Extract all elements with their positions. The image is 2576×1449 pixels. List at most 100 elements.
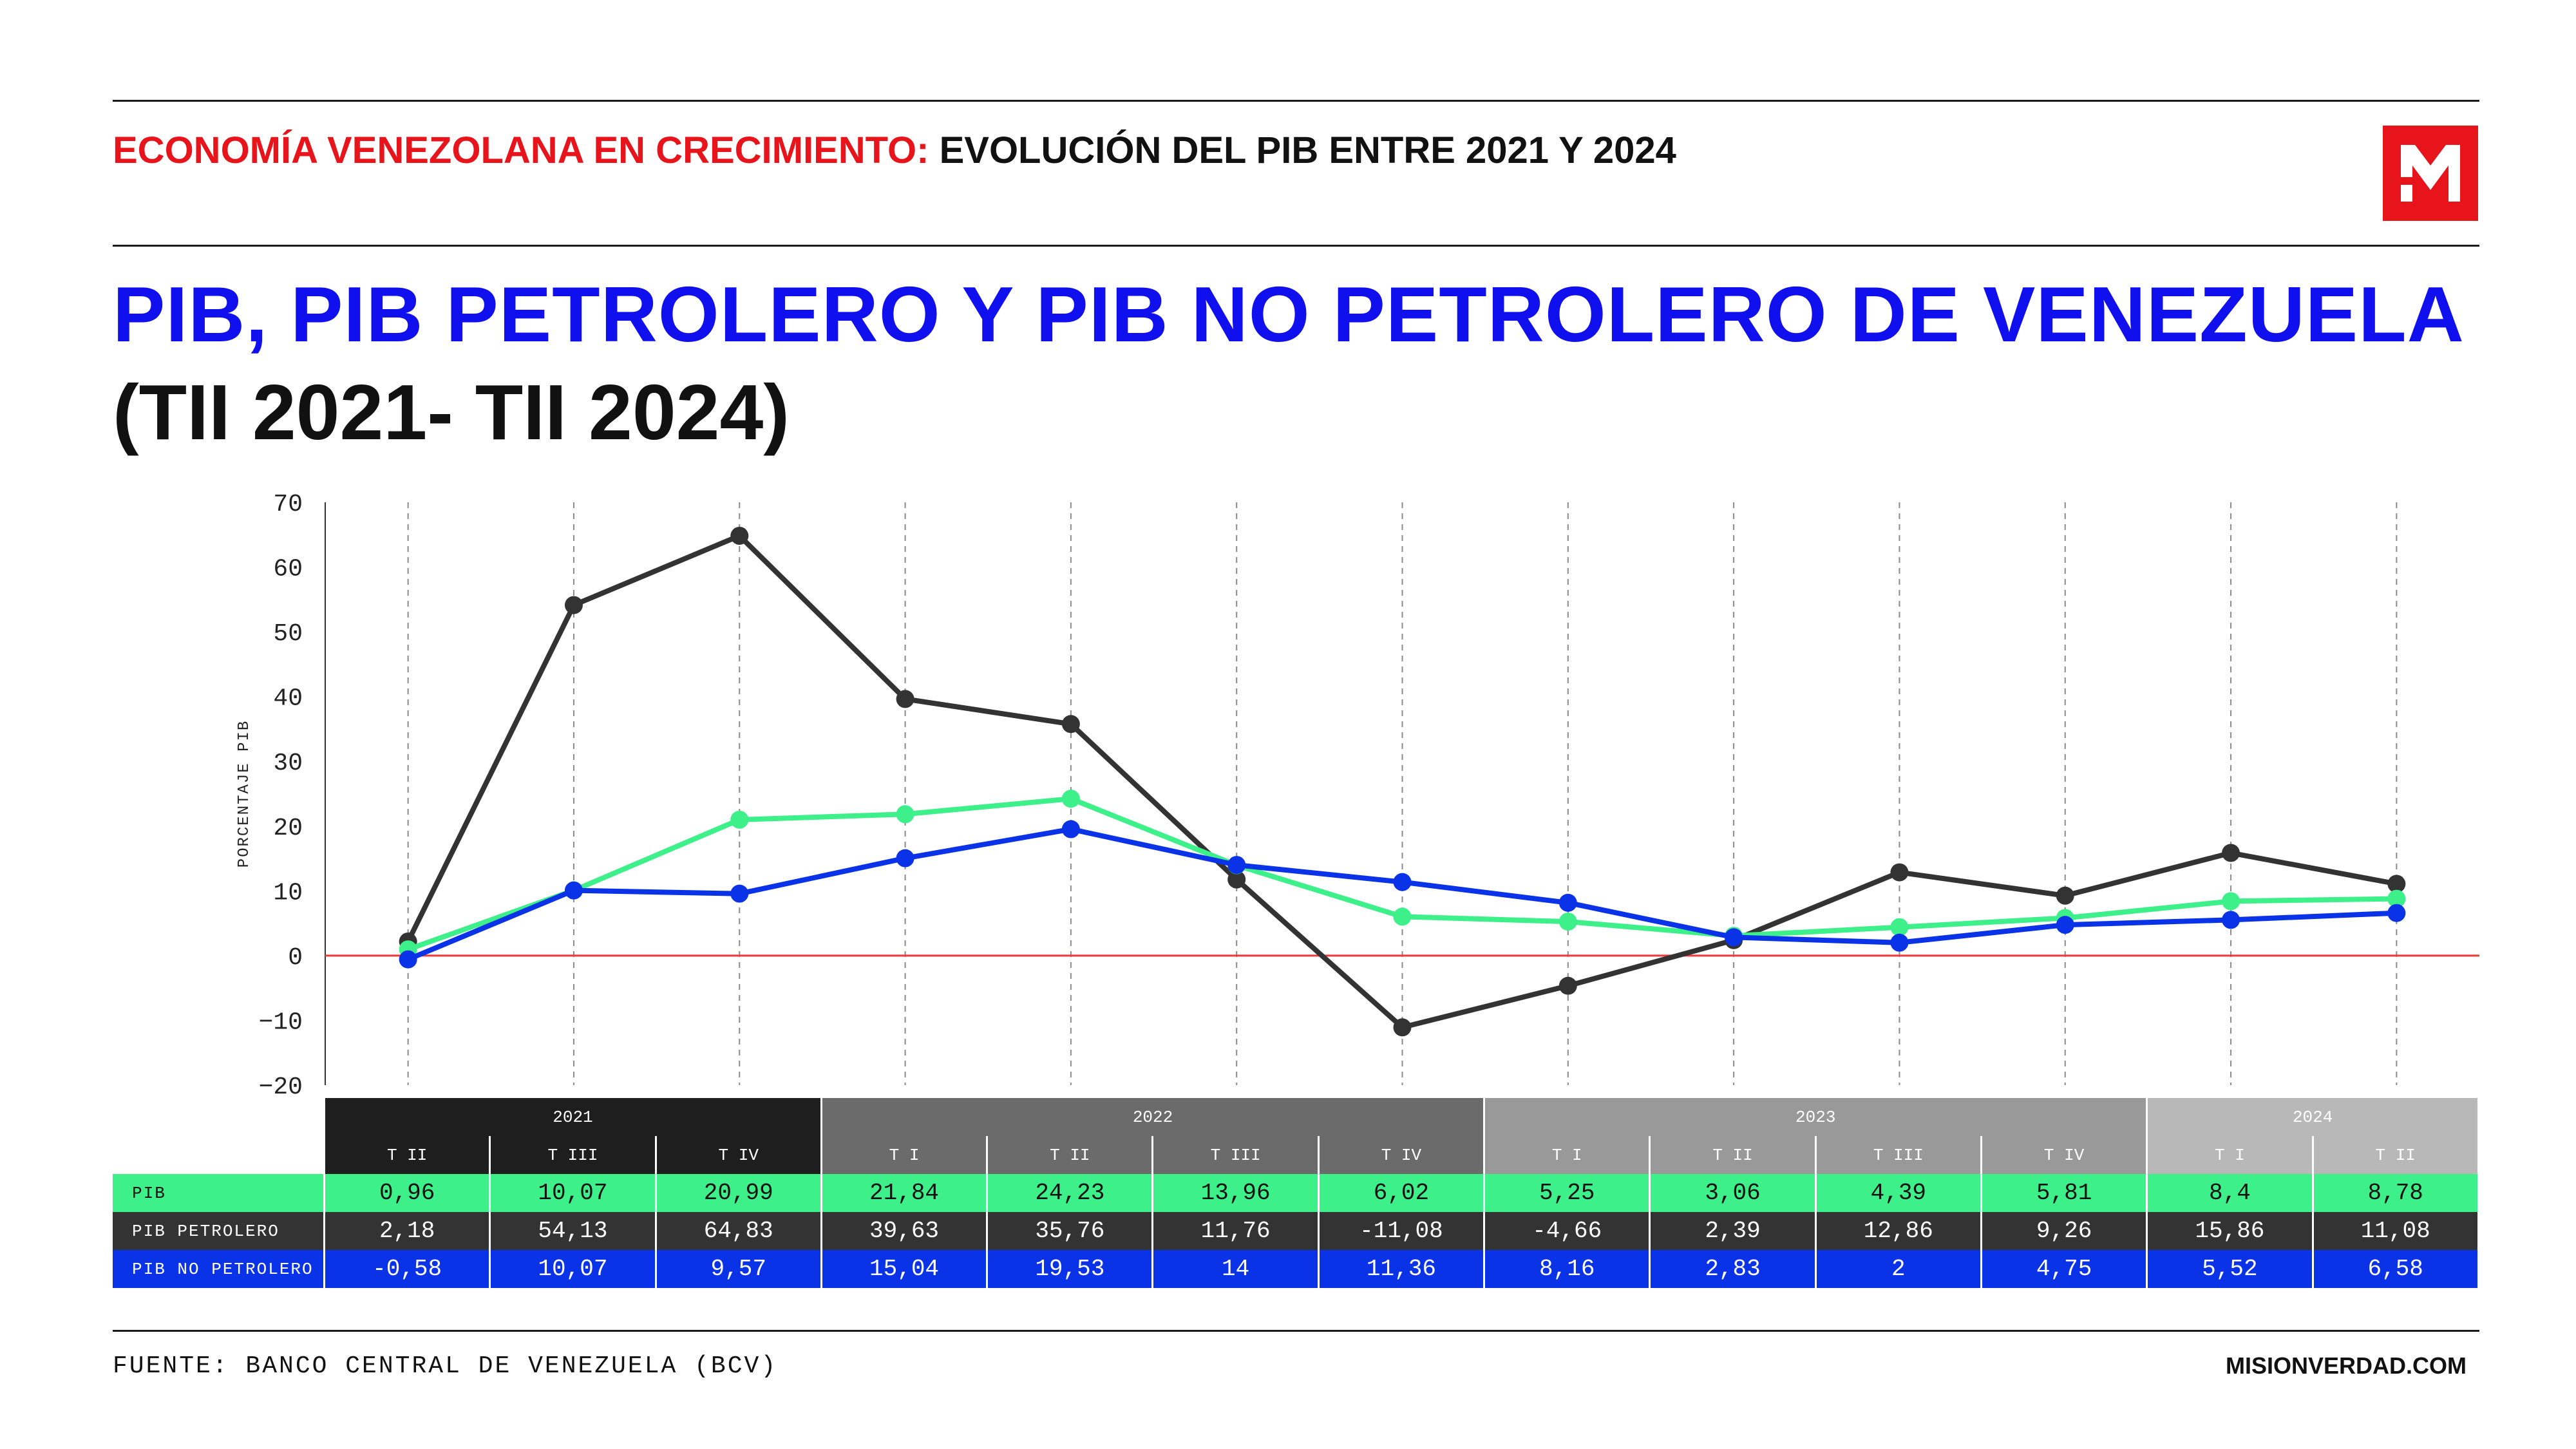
table-cell: 15,86	[2148, 1212, 2314, 1250]
data-point-pib-no-petrolero	[2387, 904, 2406, 922]
data-point-pib-petrolero	[1227, 870, 1246, 889]
data-point-pib-petrolero	[1061, 715, 1080, 734]
table-cell: -0,58	[325, 1250, 491, 1288]
y-tick-label: −10	[259, 1009, 303, 1036]
brand-logo-icon	[2401, 145, 2460, 202]
kicker-highlight: ECONOMÍA VENEZOLANA EN CRECIMIENTO:	[113, 129, 929, 171]
kicker-rest: EVOLUCIÓN DEL PIB ENTRE 2021 Y 2024	[929, 129, 1676, 171]
table-cell: 8,78	[2313, 1174, 2479, 1212]
table-cell: 11,08	[2313, 1212, 2479, 1250]
quarter-header: T IV	[656, 1136, 822, 1174]
table-cell: -4,66	[1485, 1212, 1651, 1250]
table-cell: -11,08	[1319, 1212, 1486, 1250]
y-axis-title: PORCENTAJE PIB	[236, 720, 253, 868]
table-cell: 12,86	[1816, 1212, 1982, 1250]
year-header-2023: 2023	[1485, 1098, 2148, 1136]
table-cell: 2,83	[1651, 1250, 1817, 1288]
data-point-pib-no-petrolero	[896, 849, 914, 867]
table-cell: 35,76	[988, 1212, 1154, 1250]
quarter-header: T IV	[1982, 1136, 2148, 1174]
table-row-pib-no-petrolero: PIB NO PETROLERO -0,58 10,07 9,57 15,04 19,53…	[113, 1250, 2479, 1288]
y-tick-label: 0	[288, 944, 303, 972]
data-point-pib-no-petrolero	[1393, 873, 1412, 891]
data-point-pib-no-petrolero	[1227, 856, 1246, 875]
quarter-header: T III	[1816, 1136, 1982, 1174]
row-label-pib-no-petrolero: PIB NO PETROLERO	[113, 1250, 325, 1288]
quarter-header: T II	[2313, 1136, 2479, 1174]
year-header-2021: 2021	[325, 1098, 822, 1136]
table-cell: 21,84	[822, 1174, 989, 1212]
brand-logo	[2383, 126, 2478, 221]
data-point-pib-petrolero	[896, 690, 914, 708]
chart-title: PIB, PIB PETROLERO Y PIB NO PETROLERO DE…	[113, 270, 2465, 358]
table-cell: 2,18	[325, 1212, 491, 1250]
year-header-row: 2021 2022 2023 2024	[113, 1098, 2479, 1136]
source-note: FUENTE: BANCO CENTRAL DE VENEZUELA (BCV)	[113, 1352, 778, 1380]
header-rule	[113, 245, 2479, 247]
data-point-pib	[1061, 790, 1080, 808]
data-point-pib-petrolero	[1558, 976, 1577, 995]
table-cell: 6,02	[1319, 1174, 1486, 1212]
table-row-pib-petrolero: PIB PETROLERO 2,18 54,13 64,83 39,63 35,76 11,…	[113, 1212, 2479, 1250]
data-point-pib-no-petrolero	[730, 884, 749, 903]
table-cell: 5,52	[2148, 1250, 2314, 1288]
y-tick-label: 30	[273, 750, 303, 777]
quarter-header: T II	[988, 1136, 1154, 1174]
quarter-header: T II	[325, 1136, 491, 1174]
data-point-pib	[896, 805, 914, 824]
kicker: ECONOMÍA VENEZOLANA EN CRECIMIENTO: EVOL…	[113, 129, 1676, 172]
table-cell: 9,57	[656, 1250, 822, 1288]
table-cell: 39,63	[822, 1212, 989, 1250]
y-tick-label: 50	[273, 620, 303, 648]
table-cell: 2,39	[1651, 1212, 1817, 1250]
y-tick-label: −20	[259, 1074, 303, 1101]
table-cell: 54,13	[491, 1212, 657, 1250]
data-point-pib-petrolero	[564, 596, 583, 614]
table-cell: 8,16	[1485, 1250, 1651, 1288]
y-tick-label: 20	[273, 815, 303, 842]
site-link[interactable]: MISIONVERDAD.COM	[2225, 1352, 2467, 1379]
y-tick-label: 10	[273, 879, 303, 907]
table-cell: 10,07	[491, 1174, 657, 1212]
data-point-pib	[1890, 918, 1909, 936]
y-tick-label: 60	[273, 556, 303, 583]
year-header-2024: 2024	[2148, 1098, 2479, 1136]
quarter-header: T II	[1651, 1136, 1817, 1174]
table-cell: 14	[1153, 1250, 1320, 1288]
footer-rule	[113, 1330, 2479, 1332]
table-cell: 8,4	[2148, 1174, 2314, 1212]
quarter-header: T I	[822, 1136, 989, 1174]
row-label-pib: PIB	[113, 1174, 325, 1212]
data-point-pib-no-petrolero	[399, 950, 417, 969]
table-cell: 64,83	[656, 1212, 822, 1250]
data-point-pib-no-petrolero	[1890, 933, 1909, 952]
line-chart: 70 60 50 40 30 20 10 0 −10 −20 PORCENTAJE PIB	[236, 491, 2479, 1101]
table-corner	[113, 1136, 325, 1174]
data-point-pib-petrolero	[1890, 863, 1909, 882]
table-cell: 13,96	[1153, 1174, 1320, 1212]
table-cell: 4,39	[1816, 1174, 1982, 1212]
table-cell: 5,25	[1485, 1174, 1651, 1212]
data-point-pib-no-petrolero	[2056, 916, 2074, 934]
table-cell: 0,96	[325, 1174, 491, 1212]
data-point-pib-petrolero	[1393, 1018, 1412, 1037]
data-point-pib	[2387, 889, 2406, 908]
data-point-pib-petrolero	[2222, 844, 2240, 862]
data-point-pib	[2222, 892, 2240, 911]
row-label-pib-petrolero: PIB PETROLERO	[113, 1212, 325, 1250]
year-header-2022: 2022	[822, 1098, 1486, 1136]
table-cell: 24,23	[988, 1174, 1154, 1212]
table-cell: 6,58	[2313, 1250, 2479, 1288]
quarter-header: T IV	[1319, 1136, 1486, 1174]
table-cell: 20,99	[656, 1174, 822, 1212]
table-cell: 11,76	[1153, 1212, 1320, 1250]
data-point-pib	[1558, 913, 1577, 931]
series-line-pib-no-petrolero	[407, 826, 2397, 962]
quarter-header: T I	[2148, 1136, 2314, 1174]
data-point-pib-no-petrolero	[564, 881, 583, 900]
table-cell: 19,53	[988, 1250, 1154, 1288]
quarter-header: T III	[491, 1136, 657, 1174]
data-point-pib-petrolero	[2056, 886, 2074, 905]
chart-subtitle: (TII 2021- TII 2024)	[113, 368, 790, 456]
table-cell: 2	[1816, 1250, 1982, 1288]
